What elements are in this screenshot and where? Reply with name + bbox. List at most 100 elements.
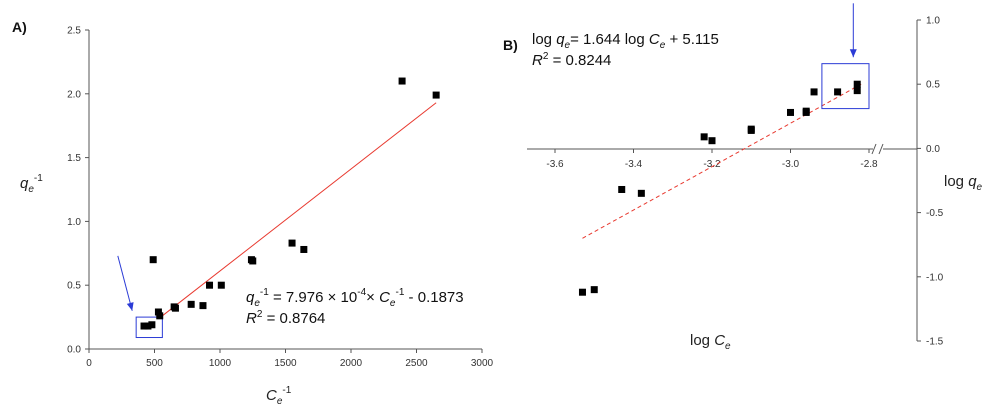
panel-b-y-label-sub: e: [977, 182, 983, 193]
panel-b-y-tick-label: -0.5: [926, 208, 944, 219]
panel-b-data-point: [590, 286, 598, 294]
eq-b-q-sub: e: [565, 40, 571, 51]
axis-break-icon: [871, 143, 884, 155]
panel-a-x-label-sub: e: [277, 396, 283, 407]
panel-a-y-label-base: q: [20, 175, 29, 192]
axis-break-slash-1: [871, 143, 877, 155]
panel-a-highlight-box: [135, 316, 163, 339]
panel-b-y-tick-label: 0.5: [926, 80, 940, 91]
panel-b-x-ticks: -3.6 -3.4 -3.2 -3.0 -2.8: [546, 149, 878, 170]
panel-a-y-ticks: 0.0 0.5 1.0 1.5 2.0 2.5: [67, 26, 89, 356]
panel-a-x-tick-label: 500: [146, 358, 163, 369]
panel-b-label: B): [503, 37, 518, 53]
panel-b-y-label-base: q: [968, 173, 977, 190]
panel-b-equation-line1: log qe= 1.644 log Ce + 5.115: [532, 31, 719, 51]
panel-b-y-tick-label: -1.0: [926, 272, 944, 283]
eq-a-mid: = 7.976 × 10: [269, 289, 357, 306]
panel-a-data-point: [144, 322, 152, 330]
eq-a-tail: - 0.1873: [404, 289, 463, 306]
eq-b-q: q: [556, 31, 565, 48]
panel-a-x-tick-label: 0: [86, 358, 92, 369]
panel-a-y-tick-label: 0.5: [67, 281, 81, 292]
panel-a-data-point: [149, 256, 157, 264]
panel-b-data-point: [853, 87, 861, 95]
eq-a-r-sup: 2: [257, 309, 263, 320]
panel-b-points: [578, 80, 861, 296]
panel-b-x-label: log Ce: [690, 332, 731, 352]
panel-a-points: [140, 77, 440, 330]
eq-a-q-sub: e: [254, 298, 260, 309]
panel-a-data-point: [217, 281, 225, 289]
panel-a-y-tick-label: 1.5: [67, 153, 81, 164]
panel-a-y-tick-label: 1.0: [67, 217, 81, 228]
panel-b: B) -3.6 -3.4 -3.2 -3.0 -2.8 1.0 0.5 0.0 -0.5 -1.…: [503, 3, 983, 352]
panel-a-y-tick-label: 0.0: [67, 345, 81, 356]
panel-a-x-tick-label: 1500: [274, 358, 297, 369]
eq-b-tail: + 5.115: [665, 31, 719, 48]
eq-a-q-sup: -1: [260, 287, 269, 298]
panel-b-data-point: [637, 189, 645, 197]
panel-a-data-point: [249, 257, 257, 265]
panel-a-data-point: [156, 312, 164, 320]
panel-a-arrowhead: [126, 302, 134, 311]
eq-b-pre: log: [532, 31, 556, 48]
panel-b-arrowhead: [849, 49, 857, 58]
panel-a-y-label-sub: e: [28, 184, 34, 195]
panel-a-y-label: qe-1: [20, 173, 43, 195]
panel-a-y-tick-label: 2.5: [67, 26, 81, 37]
panel-a-data-point: [171, 304, 179, 312]
panel-b-x-tick-label: -3.6: [546, 159, 564, 170]
panel-a-data-point: [148, 321, 156, 329]
axis-break-slash-2: [878, 143, 884, 155]
panel-b-y-tick-label: 1.0: [926, 16, 940, 27]
eq-b-c-sub: e: [660, 40, 666, 51]
panel-b-data-point: [853, 80, 861, 88]
panel-b-x-label-base: C: [714, 332, 725, 349]
panel-a-x-tick-label: 3000: [471, 358, 494, 369]
panel-a-x-tick-label: 1000: [209, 358, 232, 369]
panel-b-data-point: [747, 125, 755, 133]
panel-a-x-label-base: C: [266, 387, 277, 404]
panel-a-data-point: [154, 308, 162, 316]
panel-a-data-point: [288, 239, 296, 247]
eq-b-r-sup: 2: [543, 51, 549, 62]
panel-b-data-point: [810, 88, 818, 96]
panel-b-y-tick-label: -1.5: [926, 337, 944, 348]
panel-b-data-point: [708, 137, 716, 145]
panel-a-x-tick-label: 2000: [340, 358, 363, 369]
panel-a-data-point: [300, 245, 308, 253]
panel-b-x-label-sub: e: [725, 341, 731, 352]
panel-a-x-ticks: 0 500 1000 1500 2000 2500 3000: [86, 349, 494, 369]
eq-a-c-sub: e: [390, 298, 396, 309]
eq-a-q: q: [246, 289, 255, 306]
panel-a-equation-line2: R2 = 0.8764: [246, 309, 325, 327]
panel-a-data-point: [398, 77, 406, 85]
panel-a-data-point: [432, 91, 440, 99]
panel-b-x-label-pre: log: [690, 332, 714, 349]
panel-b-y-label: log qe: [944, 173, 983, 193]
panel-b-y-label-pre: log: [944, 173, 968, 190]
panel-a-data-point: [199, 302, 207, 310]
panel-b-y-ticks: 1.0 0.5 0.0 -0.5 -1.0 -1.5: [917, 16, 944, 348]
panel-b-x-tick-label: -3.4: [625, 159, 643, 170]
eq-b-c: C: [649, 31, 660, 48]
panel-b-data-point: [700, 133, 708, 141]
panel-b-data-point: [834, 88, 842, 96]
panel-b-y-tick-label: 0.0: [926, 144, 940, 155]
panel-b-data-point: [578, 288, 586, 296]
panel-b-x-tick-label: -2.8: [860, 159, 878, 170]
panel-a-arrow: [117, 255, 133, 311]
eq-a-c-sup: -1: [395, 287, 404, 298]
panel-a-fit-line: [162, 102, 437, 317]
panel-a-x-label-sup: -1: [282, 385, 291, 396]
panel-b-data-point: [802, 107, 810, 115]
eq-a-c: C: [379, 289, 390, 306]
panel-a-equation-line1: qe-1 = 7.976 × 10-4× Ce-1 - 0.1873: [246, 287, 464, 309]
eq-a-r-value: = 0.8764: [262, 310, 325, 327]
panel-a-y-tick-label: 2.0: [67, 89, 81, 100]
panel-b-data-point: [618, 185, 626, 193]
panel-b-data-point: [787, 108, 794, 116]
panel-a-data-point: [187, 300, 195, 308]
eq-a-exp: -4: [357, 287, 366, 298]
